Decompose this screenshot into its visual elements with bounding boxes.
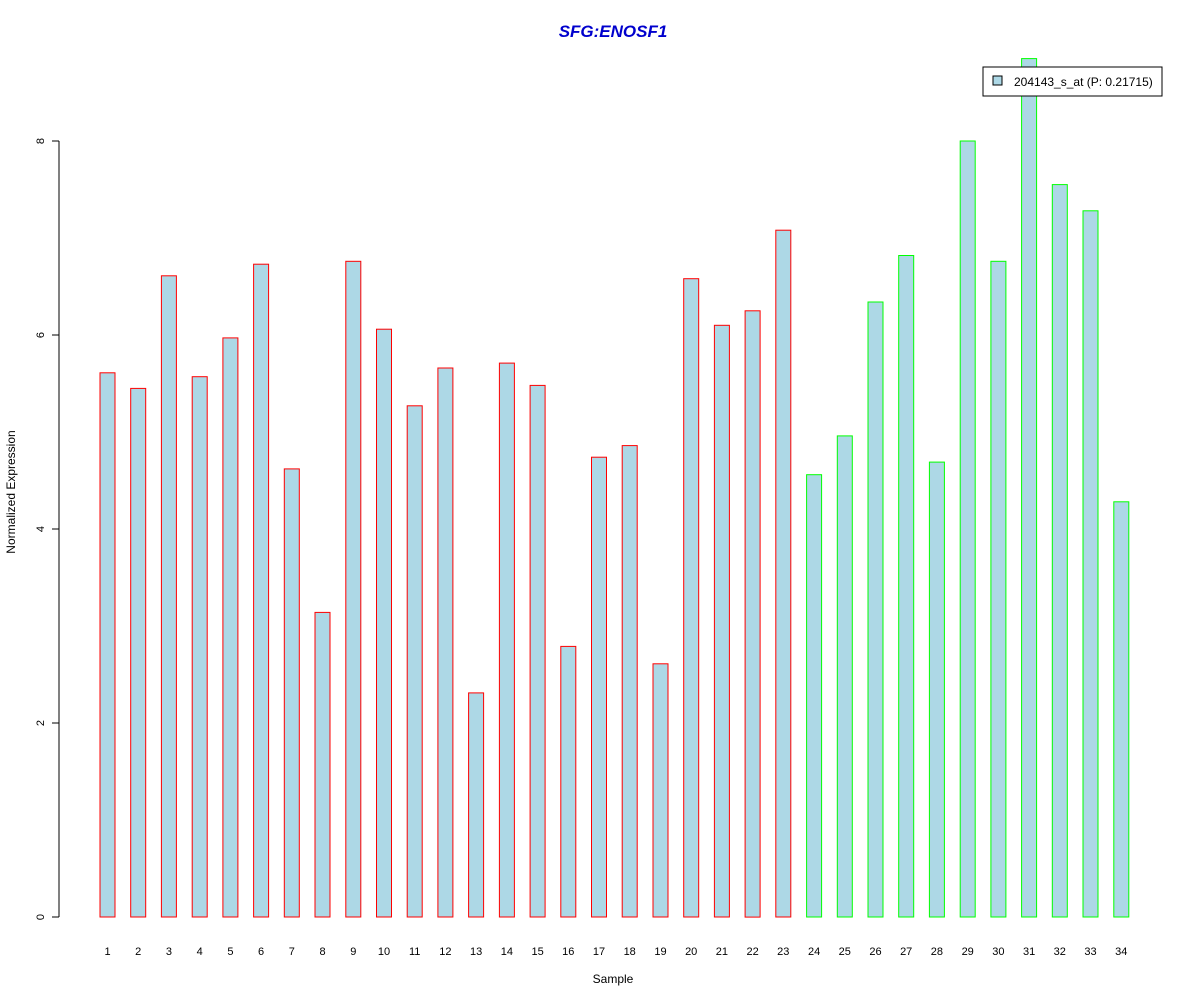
x-tick-label: 30: [992, 946, 1004, 958]
x-tick-label: 25: [839, 946, 851, 958]
bar: [867, 301, 884, 918]
bar: [591, 456, 607, 918]
bar: [1051, 184, 1068, 918]
x-tick-label: 33: [1084, 946, 1096, 958]
x-axis-label: Sample: [593, 972, 634, 986]
x-tick-label: 34: [1115, 946, 1127, 958]
x-tick-label: 14: [501, 946, 513, 958]
bar: [560, 645, 577, 918]
x-tick-label: 3: [166, 946, 172, 958]
bar: [130, 387, 147, 918]
x-tick-label: 11: [409, 946, 420, 958]
bar: [1113, 501, 1130, 918]
x-tick-label: 20: [685, 946, 697, 958]
x-tick-label: 22: [746, 946, 758, 958]
bar: [160, 275, 177, 918]
x-tick-label: 5: [227, 946, 233, 958]
bar: [621, 445, 638, 918]
bar: [345, 260, 362, 918]
bar: [806, 474, 823, 918]
x-tick-label: 16: [562, 946, 574, 958]
bar: [406, 405, 423, 918]
x-tick-label: 19: [654, 946, 666, 958]
bar: [437, 367, 454, 918]
x-tick-label: 6: [258, 946, 264, 958]
bar: [652, 663, 669, 918]
bar: [683, 278, 700, 918]
y-tick-label: 8: [35, 138, 47, 144]
x-tick-labels: 1 2 3 4 5 6 7 8 9 10 11 12 13 14 15 16 17 18 19 20 21 22 23 24 2…: [104, 946, 1127, 958]
bar: [713, 324, 730, 918]
chart-title: SFG:ENOSF1: [559, 22, 668, 41]
x-tick-label: 32: [1054, 946, 1066, 958]
bar: [836, 435, 853, 918]
x-tick-label: 12: [439, 946, 451, 958]
bar: [1021, 58, 1038, 918]
y-tick-label: 4: [35, 526, 47, 532]
x-tick-label: 29: [962, 946, 974, 958]
bar: [775, 229, 792, 918]
bar: [253, 263, 270, 918]
x-tick-label: 28: [931, 946, 943, 958]
bar: [99, 372, 116, 918]
bar: [744, 310, 761, 918]
bar: [376, 328, 392, 918]
x-tick-label: 31: [1023, 946, 1035, 958]
legend-label: 204143_s_at (P: 0.21715): [1014, 75, 1153, 89]
bars: [99, 58, 1130, 918]
x-tick-label: 13: [470, 946, 482, 958]
x-tick-label: 26: [869, 946, 881, 958]
bar: [928, 461, 945, 918]
legend: 204143_s_at (P: 0.21715): [982, 66, 1163, 97]
bar: [314, 611, 331, 918]
legend-box: [982, 66, 1163, 97]
bar: [1082, 210, 1099, 918]
legend-swatch: [992, 75, 1003, 86]
x-tick-label: 18: [624, 946, 636, 958]
x-tick-label: 4: [197, 946, 203, 958]
x-tick-label: 27: [900, 946, 912, 958]
x-tick-label: 9: [350, 946, 356, 958]
x-tick-label: 2: [135, 946, 141, 958]
x-tick-label: 1: [104, 946, 110, 958]
x-tick-label: 17: [593, 946, 605, 958]
x-tick-label: 24: [808, 946, 820, 958]
bar: [191, 376, 208, 918]
y-axis-label: Normalized Expression: [4, 430, 18, 553]
x-tick-label: 7: [289, 946, 295, 958]
x-tick-label: 21: [716, 946, 728, 958]
y-tick-label: 0: [35, 914, 47, 920]
y-tick-label: 6: [35, 332, 47, 338]
bar: [959, 140, 976, 918]
x-tick-label: 10: [378, 946, 390, 958]
x-tick-label: 15: [531, 946, 543, 958]
y-tick-label: 2: [35, 720, 47, 726]
x-tick-label: 23: [777, 946, 789, 958]
bar: [529, 384, 546, 918]
bar: [468, 692, 485, 918]
y-axis: 0 2 4 6 8: [35, 138, 60, 920]
bar: [898, 255, 915, 918]
bar: [283, 468, 300, 918]
bar: [990, 260, 1007, 918]
bar: [498, 362, 515, 918]
x-tick-label: 8: [319, 946, 325, 958]
bar: [222, 337, 239, 918]
